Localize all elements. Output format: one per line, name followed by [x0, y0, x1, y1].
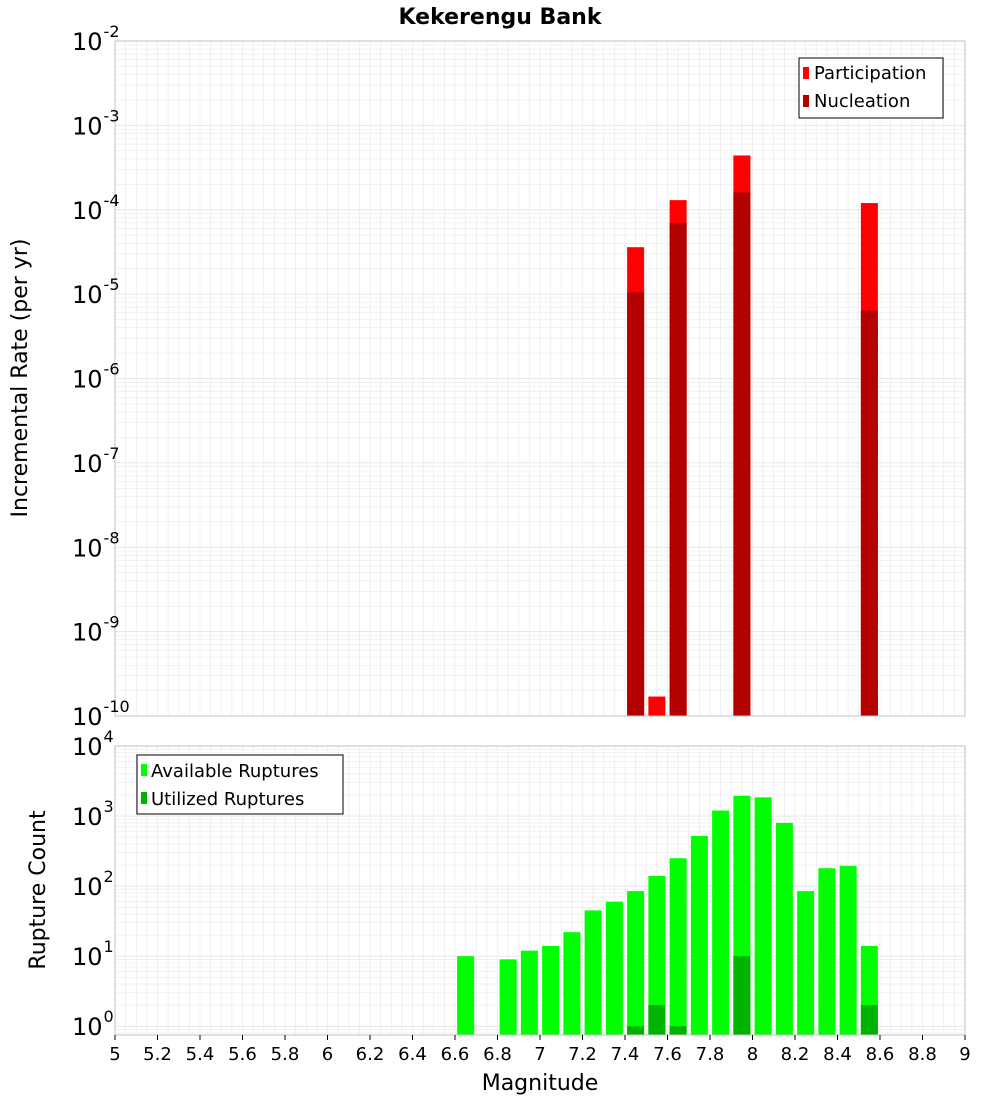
x-tick-label: 5.8 — [271, 1044, 300, 1065]
rate-y-tick-label: 10-10 — [72, 697, 130, 731]
rate-legend: Participation Nucleation — [798, 57, 944, 119]
count-panel: 104 103 102 101 100 5 5.2 5.4 5.6 5.8 6 6.2 6.4 6.6 6… — [26, 727, 971, 1096]
rate-y-tick-label: 10-3 — [72, 106, 120, 140]
utilized-ruptures-bar — [648, 1005, 666, 1035]
available-ruptures-bar — [754, 797, 772, 1035]
rate-panel: 10-2 10-3 10-4 10-5 10-6 10-7 10-8 10-9 10-10 In… — [8, 22, 966, 731]
rate-y-tick-label: 10-6 — [72, 360, 120, 394]
rate-y-tick-label: 10-4 — [72, 191, 120, 225]
participation-bar — [648, 696, 666, 716]
legend-swatch-utilized — [141, 792, 147, 804]
legend-swatch-nucleation — [803, 95, 809, 107]
x-tick-label: 8.2 — [781, 1044, 810, 1065]
count-bars — [457, 795, 878, 1035]
rate-y-tick-label: 10-8 — [72, 528, 120, 562]
available-ruptures-bar — [457, 956, 475, 1035]
x-tick-label: 6.4 — [398, 1044, 427, 1065]
available-ruptures-bar — [584, 910, 602, 1035]
available-ruptures-bar — [520, 950, 538, 1035]
x-tick-label: 8.6 — [866, 1044, 895, 1065]
rate-gridlines — [115, 41, 965, 717]
available-ruptures-bar — [563, 932, 581, 1035]
count-y-tick-label: 101 — [72, 937, 114, 971]
available-ruptures-bar — [797, 891, 815, 1035]
nucleation-bar — [733, 192, 751, 717]
x-tick-label: 8 — [747, 1044, 758, 1065]
available-ruptures-bar — [669, 858, 687, 1035]
available-ruptures-bar — [499, 959, 517, 1035]
available-ruptures-bar — [648, 875, 666, 1035]
legend-label-available: Available Ruptures — [151, 761, 319, 782]
x-tick-label: 6.6 — [441, 1044, 470, 1065]
legend-label-utilized: Utilized Ruptures — [151, 789, 304, 810]
nucleation-bar — [669, 222, 687, 716]
count-y-tick-label: 102 — [72, 867, 114, 901]
x-tick-label: 8.4 — [823, 1044, 852, 1065]
magnitude-x-ticks: 5 5.2 5.4 5.6 5.8 6 6.2 6.4 6.6 6.8 7 7.2 7.4 7.6 7.8 8… — [109, 1035, 971, 1065]
chart-title: Kekerengu Bank — [399, 5, 603, 30]
available-ruptures-bar — [690, 835, 708, 1035]
count-legend: Available Ruptures Utilized Ruptures — [136, 754, 344, 815]
x-tick-label: 6.8 — [483, 1044, 512, 1065]
utilized-ruptures-bar — [733, 956, 751, 1035]
legend-swatch-participation — [803, 67, 809, 79]
count-y-tick-label: 104 — [72, 727, 114, 761]
x-tick-label: 6 — [322, 1044, 333, 1065]
available-ruptures-bar — [818, 868, 836, 1035]
rate-y-axis-label: Incremental Rate (per yr) — [8, 239, 33, 518]
x-tick-label: 7 — [534, 1044, 545, 1065]
legend-label-nucleation: Nucleation — [814, 91, 910, 112]
available-ruptures-bar — [605, 901, 623, 1035]
available-ruptures-bar — [712, 810, 730, 1035]
rate-y-tick-label: 10-7 — [72, 444, 120, 478]
x-tick-label: 5.4 — [186, 1044, 215, 1065]
utilized-ruptures-bar — [627, 1026, 645, 1035]
rate-bars — [627, 155, 878, 717]
nucleation-bar — [627, 292, 645, 716]
count-y-tick-label: 103 — [72, 797, 114, 831]
utilized-ruptures-bar — [669, 1026, 687, 1035]
count-y-axis-label: Rupture Count — [26, 810, 51, 970]
x-tick-label: 7.4 — [611, 1044, 640, 1065]
x-tick-label: 9 — [959, 1044, 970, 1065]
rate-plot-frame — [114, 40, 966, 717]
x-tick-label: 7.6 — [653, 1044, 682, 1065]
nucleation-bar — [860, 310, 878, 716]
count-y-ticks: 104 103 102 101 100 — [72, 727, 114, 1041]
x-tick-label: 6.2 — [356, 1044, 385, 1065]
x-tick-label: 7.2 — [568, 1044, 597, 1065]
x-tick-label: 5.6 — [228, 1044, 257, 1065]
x-tick-label: 8.8 — [908, 1044, 937, 1065]
x-tick-label: 5 — [109, 1044, 120, 1065]
count-legend-box — [136, 754, 344, 815]
available-ruptures-bar — [627, 891, 645, 1035]
available-ruptures-bar — [775, 822, 793, 1035]
rate-y-tick-label: 10-5 — [72, 275, 120, 309]
available-ruptures-bar — [839, 865, 857, 1035]
x-tick-label: 5.2 — [143, 1044, 172, 1065]
x-axis-label: Magnitude — [482, 1071, 599, 1096]
x-tick-label: 7.8 — [696, 1044, 725, 1065]
rate-y-tick-label: 10-9 — [72, 613, 120, 647]
rate-legend-box — [798, 57, 944, 119]
legend-label-participation: Participation — [814, 63, 926, 84]
rate-y-tick-label: 10-2 — [72, 22, 120, 56]
utilized-ruptures-bar — [860, 1005, 878, 1035]
count-y-tick-label: 100 — [72, 1007, 114, 1041]
legend-swatch-available — [141, 764, 147, 776]
available-ruptures-bar — [542, 945, 560, 1035]
rate-y-ticks: 10-2 10-3 10-4 10-5 10-6 10-7 10-8 10-9 10-10 — [72, 22, 130, 731]
